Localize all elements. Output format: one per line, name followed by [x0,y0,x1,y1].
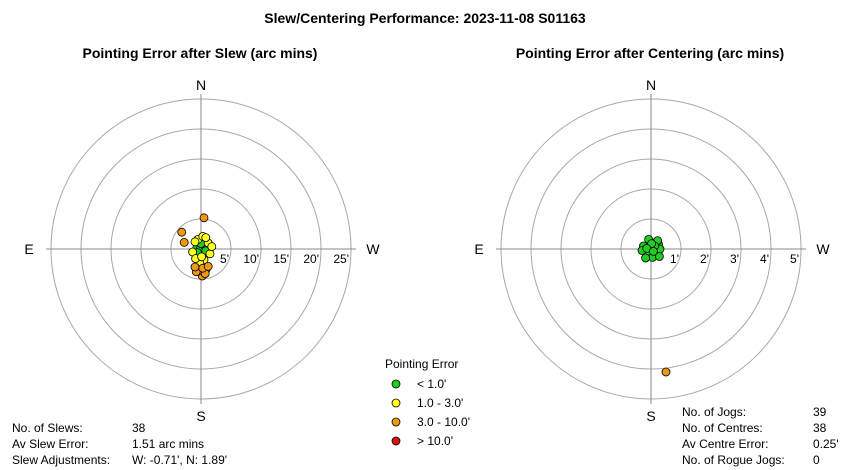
data-point [197,252,207,262]
legend-marker [391,379,401,389]
main-title: Slew/Centering Performance: 2023-11-08 S… [264,10,586,26]
data-point [201,233,211,243]
ring-label: 5' [220,252,229,266]
ring-label: 10' [243,252,259,266]
data-point [177,227,187,237]
legend-label-3to10: 3.0 - 10.0' [417,415,470,429]
ring-label: 25' [333,252,349,266]
legend-label-lt1: < 1.0' [417,377,447,391]
ring-label: 20' [303,252,319,266]
slew-plot-title: Pointing Error after Slew (arc mins) [82,45,318,61]
av-slew-error-value: 1.51 arc mins [132,437,205,451]
legend-markers [391,379,401,446]
ring-label: 1' [670,252,679,266]
av-slew-error-label: Av Slew Error: [12,437,89,451]
east-label: E [24,241,33,257]
data-point [179,237,189,247]
centering-polar-plot: 1' 2' 3' 4' 5' N S E W [474,77,830,424]
jog-count-value: 39 [813,405,827,419]
legend-label-1to3: 1.0 - 3.0' [417,396,464,410]
ring-label: 5' [790,252,799,266]
rogue-jog-count-label: No. of Rogue Jogs: [682,453,785,467]
east-label: E [474,241,483,257]
rogue-jog-count-value: 0 [813,453,820,467]
legend-marker [391,398,401,408]
north-label: N [646,77,656,93]
data-point [649,246,658,256]
ring-label: 2' [700,252,709,266]
av-centre-error-value: 0.25' [813,437,839,451]
centre-count-label: No. of Centres: [682,421,763,435]
data-point [190,262,200,272]
centering-plot-title: Pointing Error after Centering (arc mins… [515,45,785,61]
north-label: N [196,77,206,93]
jog-count-label: No. of Jogs: [682,405,747,419]
slew-count-value: 38 [132,421,146,435]
slew-polar-plot: 5' 10' 15' 20' 25' N S E W [24,77,380,424]
legend-title: Pointing Error [385,357,459,371]
ring-label: 4' [760,252,769,266]
slew-count-label: No. of Slews: [12,421,83,435]
data-point [661,367,671,377]
south-label: S [196,408,205,424]
centre-count-value: 38 [813,421,827,435]
slew-adjustments-label: Slew Adjustments: [12,453,111,467]
legend-marker [391,436,401,446]
slew-adjustments-value: W: -0.71', N: 1.89' [132,453,228,467]
data-point [190,237,200,247]
west-label: W [816,241,830,257]
legend-label-gt10: > 10.0' [417,434,453,448]
data-point [207,242,217,252]
data-point [203,261,213,271]
legend-marker [391,417,401,427]
south-label: S [646,408,655,424]
west-label: W [366,241,380,257]
ring-label: 15' [273,252,289,266]
data-point [641,253,650,263]
ring-label: 3' [730,252,739,266]
data-point [199,213,209,223]
data-point [655,252,664,261]
data-point [205,249,215,259]
av-centre-error-label: Av Centre Error: [682,437,769,451]
